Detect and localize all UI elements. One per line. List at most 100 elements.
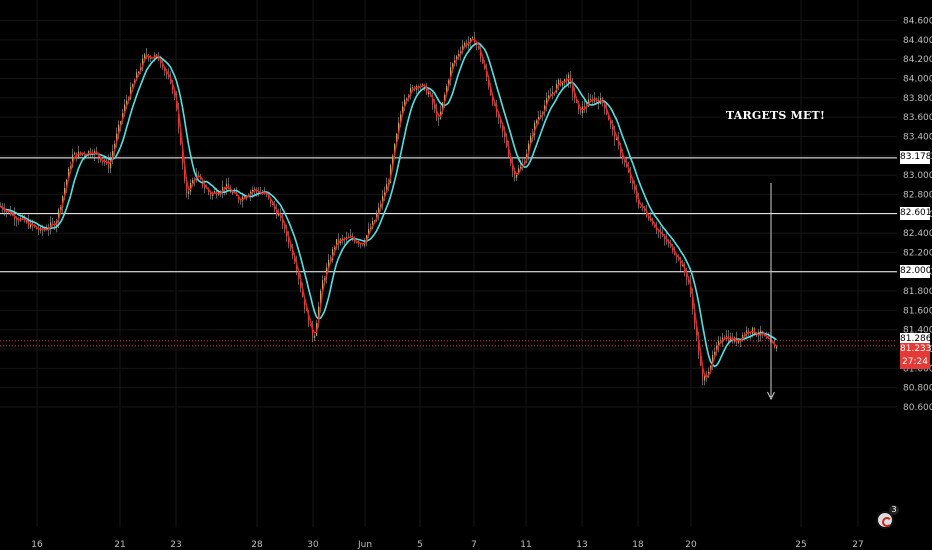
candle-body bbox=[646, 210, 648, 217]
candle-body bbox=[238, 195, 240, 202]
candle-body bbox=[178, 109, 180, 130]
candle-body bbox=[514, 170, 516, 178]
candle-body bbox=[572, 82, 574, 94]
candle-body bbox=[338, 238, 340, 244]
x-tick-label: 30 bbox=[307, 540, 319, 550]
candle-body bbox=[774, 342, 776, 349]
candle-body bbox=[34, 225, 36, 227]
candle-body bbox=[302, 288, 304, 297]
candle-body bbox=[244, 196, 246, 199]
candle-body bbox=[720, 340, 722, 342]
candle-body bbox=[620, 144, 622, 156]
candle-body bbox=[588, 99, 590, 107]
candle-body bbox=[574, 93, 576, 100]
candle-body bbox=[674, 252, 676, 255]
candle-body bbox=[80, 151, 82, 154]
candle-body bbox=[666, 238, 668, 243]
candle-body bbox=[214, 191, 216, 193]
fast-ma-line bbox=[0, 38, 777, 380]
candle-body bbox=[398, 122, 400, 134]
candle-body bbox=[536, 120, 538, 123]
candle-body bbox=[186, 181, 188, 194]
candle-body bbox=[102, 161, 104, 163]
candle-body bbox=[342, 238, 344, 240]
candle-body bbox=[558, 79, 560, 85]
candle-body bbox=[204, 186, 206, 188]
candle-body bbox=[654, 224, 656, 228]
candle-body bbox=[692, 293, 694, 310]
candle-body bbox=[604, 102, 606, 109]
candle-body bbox=[608, 114, 610, 121]
level-price-tag: 82.000 bbox=[900, 265, 932, 279]
candle-body bbox=[614, 129, 616, 140]
candle-body bbox=[744, 334, 746, 336]
candle-body bbox=[472, 37, 474, 39]
candle-body bbox=[718, 340, 720, 346]
candle-body bbox=[354, 238, 356, 243]
candle-body bbox=[378, 207, 380, 215]
candle-body bbox=[54, 223, 56, 228]
candle-body bbox=[494, 104, 496, 106]
x-tick-label: 21 bbox=[114, 540, 125, 550]
candle-body bbox=[546, 98, 548, 106]
candle-body bbox=[578, 102, 580, 109]
tradingview-logo-icon[interactable] bbox=[876, 511, 894, 529]
candle-body bbox=[160, 60, 162, 63]
candle-body bbox=[112, 150, 114, 159]
candle-body bbox=[58, 209, 60, 222]
candle-body bbox=[564, 78, 566, 82]
y-tick-label: 81.600 bbox=[903, 306, 932, 316]
candle-body bbox=[606, 108, 608, 115]
candle-body bbox=[696, 326, 698, 335]
candle-body bbox=[512, 163, 514, 171]
candle-body bbox=[22, 217, 24, 219]
candle-body bbox=[384, 192, 386, 196]
candle-body bbox=[306, 308, 308, 312]
time-axis[interactable]: 16 21 23 28 30 Jun 5 7 11 13 18 20 25 27 bbox=[31, 540, 863, 550]
candle-body bbox=[232, 192, 234, 194]
candle-body bbox=[480, 47, 482, 59]
candle-body bbox=[562, 81, 564, 86]
level-price-tag: 83.178 bbox=[900, 151, 932, 165]
candle-body bbox=[372, 220, 374, 228]
candle-body bbox=[548, 95, 550, 99]
candle-body bbox=[622, 155, 624, 160]
candle-body bbox=[452, 63, 454, 68]
candle-body bbox=[96, 150, 98, 153]
candle-body bbox=[318, 306, 320, 324]
candle-body bbox=[698, 334, 700, 355]
candle-body bbox=[180, 129, 182, 144]
candle-body bbox=[470, 38, 472, 43]
candle-body bbox=[508, 146, 510, 158]
candle-body bbox=[60, 207, 62, 210]
candle-body bbox=[138, 72, 140, 73]
candle-body bbox=[498, 115, 500, 118]
candle-body bbox=[298, 270, 300, 279]
candle-body bbox=[686, 272, 688, 280]
candlesticks bbox=[0, 31, 778, 386]
bar-countdown-tag: 27:24 bbox=[900, 356, 930, 370]
candle-body bbox=[436, 108, 438, 120]
candle-body bbox=[336, 238, 338, 248]
candle-body bbox=[434, 104, 436, 109]
candle-body bbox=[310, 324, 312, 326]
y-tick-label: 84.400 bbox=[903, 36, 932, 46]
candle-body bbox=[28, 221, 30, 228]
candle-body bbox=[312, 324, 314, 338]
y-tick-label: 84.000 bbox=[903, 74, 932, 84]
level-price-tag: 82.601 bbox=[900, 207, 932, 221]
candle-body bbox=[448, 80, 450, 86]
candle-body bbox=[702, 365, 704, 381]
candle-body bbox=[210, 192, 212, 196]
x-tick-label: 23 bbox=[170, 540, 181, 550]
candle-body bbox=[30, 222, 32, 228]
candle-body bbox=[492, 94, 494, 105]
candle-body bbox=[520, 166, 522, 169]
candle-body bbox=[198, 174, 200, 177]
candle-body bbox=[462, 45, 464, 52]
y-tick-label: 81.800 bbox=[903, 287, 932, 297]
x-tick-label: 11 bbox=[520, 540, 531, 550]
candle-body bbox=[218, 194, 220, 196]
candle-body bbox=[258, 191, 260, 194]
